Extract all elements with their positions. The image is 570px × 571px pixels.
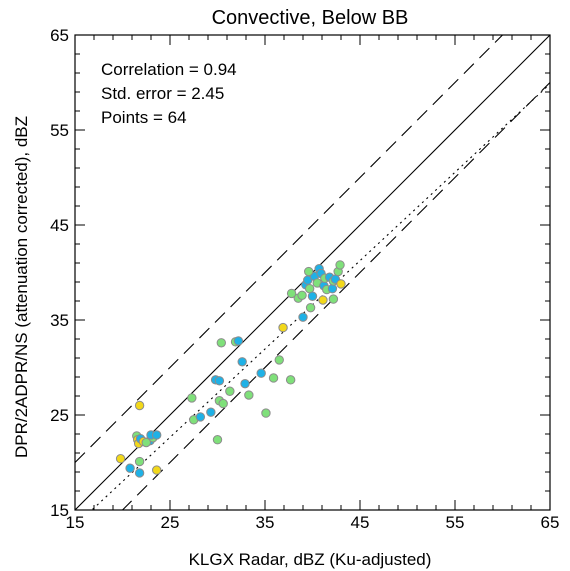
data-point (285, 375, 296, 385)
data-point (240, 378, 250, 389)
data-point (336, 279, 346, 289)
y-tick-label: 25 (50, 406, 69, 425)
x-axis-label: KLGX Radar, dBZ (Ku-adjusted) (189, 550, 432, 569)
y-tick-label: 65 (50, 26, 69, 45)
chart-title: Convective, Below BB (212, 7, 409, 29)
y-tick-label: 15 (50, 501, 69, 520)
data-point (298, 312, 308, 322)
data-point (195, 412, 206, 422)
y-tick-label: 45 (50, 216, 69, 235)
lower-dashed-line (121, 82, 550, 510)
x-tick-label: 35 (256, 513, 275, 532)
data-point (304, 266, 314, 277)
plot-frame (74, 34, 551, 511)
data-point (125, 463, 135, 473)
data-point (335, 260, 345, 270)
data-point (305, 302, 316, 313)
y-tick-label: 55 (50, 121, 69, 140)
data-point (268, 373, 279, 383)
data-point (237, 357, 247, 367)
data-point (214, 376, 225, 386)
data-point (244, 390, 254, 400)
data-points (115, 260, 346, 478)
stat-std-error: Std. error = 2.45 (101, 84, 224, 103)
data-point (216, 338, 227, 348)
data-point (327, 283, 338, 294)
data-point (274, 355, 284, 365)
stat-correlation: Correlation = 0.94 (101, 60, 237, 79)
data-point (225, 386, 235, 396)
data-point (278, 322, 288, 333)
data-point (233, 336, 244, 346)
data-point (297, 290, 307, 300)
data-point (212, 435, 223, 445)
data-point (187, 393, 197, 403)
data-point (256, 368, 266, 378)
data-point (141, 437, 151, 448)
x-tick-label: 65 (541, 513, 560, 532)
x-tick-label: 25 (161, 513, 180, 532)
data-point (206, 407, 216, 417)
data-point (115, 454, 126, 464)
data-point (134, 468, 145, 478)
data-point (134, 456, 145, 467)
data-point (286, 288, 297, 299)
y-tick-label: 35 (50, 311, 69, 330)
data-point (261, 408, 271, 418)
data-point (318, 295, 328, 305)
data-point (134, 400, 145, 411)
data-point (328, 294, 339, 304)
x-tick-label: 15 (66, 513, 85, 532)
y-axis-label: DPR/2ADPR/NS (attenuation corrected), dB… (12, 116, 31, 458)
data-point (218, 398, 228, 409)
data-point (307, 291, 318, 301)
data-point (152, 430, 162, 440)
data-point (152, 465, 162, 475)
x-tick-label: 45 (351, 513, 370, 532)
upper-dashed-line (75, 35, 504, 463)
x-tick-label: 55 (446, 513, 465, 532)
stat-points: Points = 64 (101, 108, 187, 127)
